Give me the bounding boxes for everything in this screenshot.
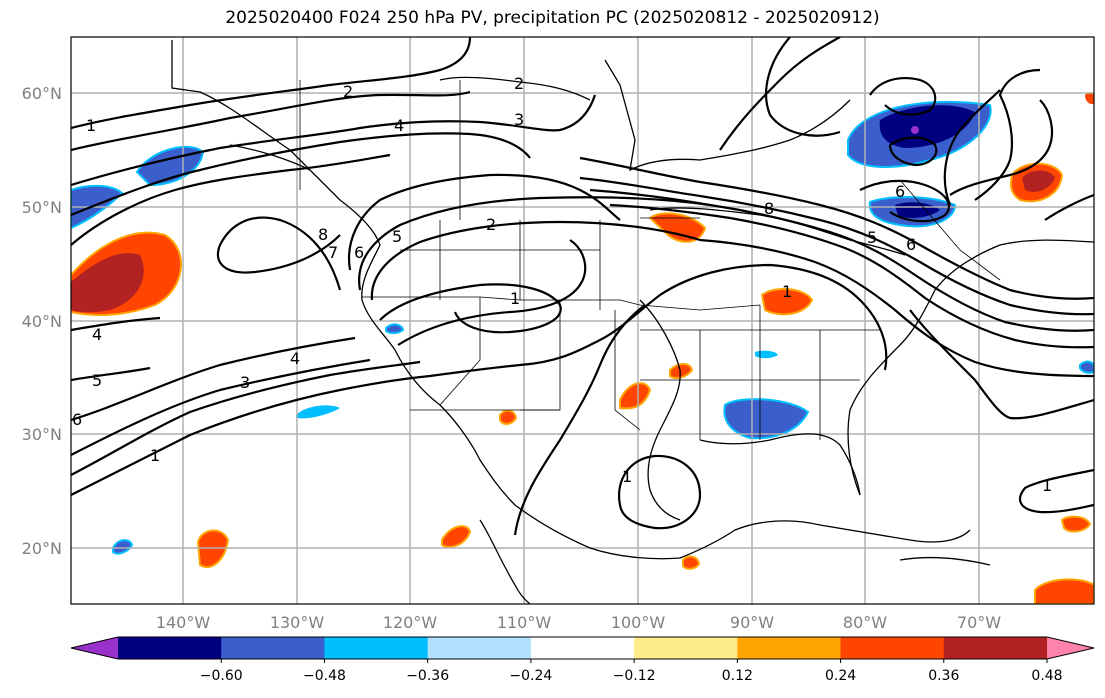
- precip-anomaly-strong-negative: [879, 105, 975, 148]
- lon-label-110w: 110°W: [497, 613, 552, 632]
- colorbar-cell: [530, 637, 635, 659]
- contour-label: 6: [354, 243, 364, 262]
- lat-label-50n: 50°N: [22, 198, 62, 217]
- political-borders: [299, 80, 1001, 440]
- map-plot-area: 1 2 2 3 4 1 8 7 6 5 2 1 4 5 6 4 3 1 1 8 …: [71, 37, 1094, 604]
- colorbar-tick-label: 0.48: [1031, 668, 1062, 684]
- lon-label-90w: 90°W: [730, 613, 774, 632]
- colorbar-cell: [427, 637, 532, 659]
- contour-label: 6: [72, 410, 82, 429]
- contour-label: 1: [622, 467, 632, 486]
- contour-label: 4: [290, 349, 300, 368]
- colorbar-extend-high: [1047, 637, 1094, 659]
- precip-anomaly-strong-positive: [71, 253, 144, 313]
- colorbar-cell: [737, 637, 842, 659]
- contour-label: 2: [514, 74, 524, 93]
- lon-label-70w: 70°W: [957, 613, 1001, 632]
- contour-label: 1: [150, 446, 160, 465]
- contour-label: 4: [92, 325, 102, 344]
- lon-label-120w: 120°W: [383, 613, 438, 632]
- contour-label: 7: [328, 243, 338, 262]
- map-title: 2025020400 F024 250 hPa PV, precipitatio…: [225, 8, 880, 28]
- precip-anomaly-positive: [619, 382, 652, 410]
- lon-label-80w: 80°W: [843, 613, 887, 632]
- contour-label: 4: [394, 116, 404, 135]
- contour-label: 8: [764, 199, 774, 218]
- precip-anomaly-negative: [723, 398, 810, 440]
- contour-label: 6: [906, 235, 916, 254]
- precip-anomaly-positive: [499, 409, 518, 425]
- precip-anomaly-positive: [760, 288, 814, 316]
- lat-label-40n: 40°N: [22, 312, 62, 331]
- precip-anomaly-positive: [669, 363, 694, 379]
- precip-anomaly-weak-negative: [385, 323, 405, 335]
- precip-anomaly-positive: [648, 212, 707, 243]
- graticule: [71, 37, 1094, 604]
- precip-anomaly-slight-negative: [755, 350, 778, 359]
- contour-labels: 1 2 2 3 4 1 8 7 6 5 2 1 4 5 6 4 3 1 1 8 …: [72, 74, 1052, 495]
- lat-label-60n: 60°N: [22, 84, 62, 103]
- colorbar-ticks: −0.60 −0.48 −0.36 −0.24 −0.12 0.12 0.24 0.36 0.4…: [200, 659, 1063, 684]
- precip-anomaly-positive: [682, 555, 701, 570]
- colorbar-outline: [70, 636, 1095, 660]
- contour-label: 1: [86, 116, 96, 135]
- colorbar-cells: [70, 636, 1095, 660]
- contour-label: 2: [343, 82, 353, 101]
- contour-label: 6: [895, 182, 905, 201]
- colorbar-extend-low: [71, 637, 118, 659]
- contour-label: 3: [240, 373, 250, 392]
- precip-shading: [71, 92, 1094, 604]
- colorbar-cell: [324, 637, 429, 659]
- precip-anomaly-positive: [1085, 92, 1094, 105]
- colorbar-cell: [118, 637, 222, 659]
- contour-label: 5: [92, 371, 102, 390]
- precip-anomaly-negative: [112, 539, 134, 555]
- colorbar-tick-label: −0.48: [303, 668, 346, 684]
- pv-contours: [71, 37, 1094, 536]
- precip-anomaly-extreme-negative: [911, 126, 919, 134]
- contour-label: 5: [392, 227, 402, 246]
- contour-label: 2: [486, 215, 496, 234]
- colorbar-tick-label: 0.36: [928, 668, 959, 684]
- longitude-labels: 140°W 130°W 120°W 110°W 100°W 90°W 80°W …: [156, 613, 1001, 632]
- contour-label: 1: [1042, 476, 1052, 495]
- precip-anomaly-weak-negative: [296, 405, 340, 419]
- latitude-labels: 60°N 50°N 40°N 30°N 20°N: [22, 84, 62, 558]
- map-frame: [70, 36, 1095, 605]
- contour-label: 8: [318, 225, 328, 244]
- colorbar-tick-label: −0.36: [406, 668, 449, 684]
- lon-label-100w: 100°W: [611, 613, 666, 632]
- colorbar-cell: [840, 637, 945, 659]
- lon-label-140w: 140°W: [156, 613, 211, 632]
- contour-label: 5: [867, 228, 877, 247]
- colorbar-cell: [634, 637, 738, 659]
- precip-anomaly-positive: [1034, 578, 1094, 604]
- colorbar-tick-label: 0.24: [825, 668, 856, 684]
- precip-anomaly-weak-negative: [1079, 360, 1094, 374]
- colorbar: −0.60 −0.48 −0.36 −0.24 −0.12 0.12 0.24 0.36 0.4…: [70, 636, 1095, 684]
- lat-label-20n: 20°N: [22, 539, 62, 558]
- precip-anomaly-positive: [441, 525, 472, 548]
- colorbar-tick-label: −0.12: [613, 668, 656, 684]
- lat-label-30n: 30°N: [22, 425, 62, 444]
- colorbar-cell: [943, 637, 1048, 659]
- lon-label-130w: 130°W: [270, 613, 325, 632]
- contour-label: 3: [514, 110, 524, 129]
- contour-label: 1: [510, 289, 520, 308]
- precip-anomaly-positive: [1060, 515, 1092, 533]
- precip-anomaly-strong-positive: [1022, 170, 1055, 192]
- colorbar-tick-label: −0.24: [509, 668, 552, 684]
- colorbar-tick-label: 0.12: [722, 668, 753, 684]
- colorbar-cell: [221, 637, 325, 659]
- contour-label: 1: [782, 282, 792, 301]
- colorbar-tick-label: −0.60: [200, 668, 243, 684]
